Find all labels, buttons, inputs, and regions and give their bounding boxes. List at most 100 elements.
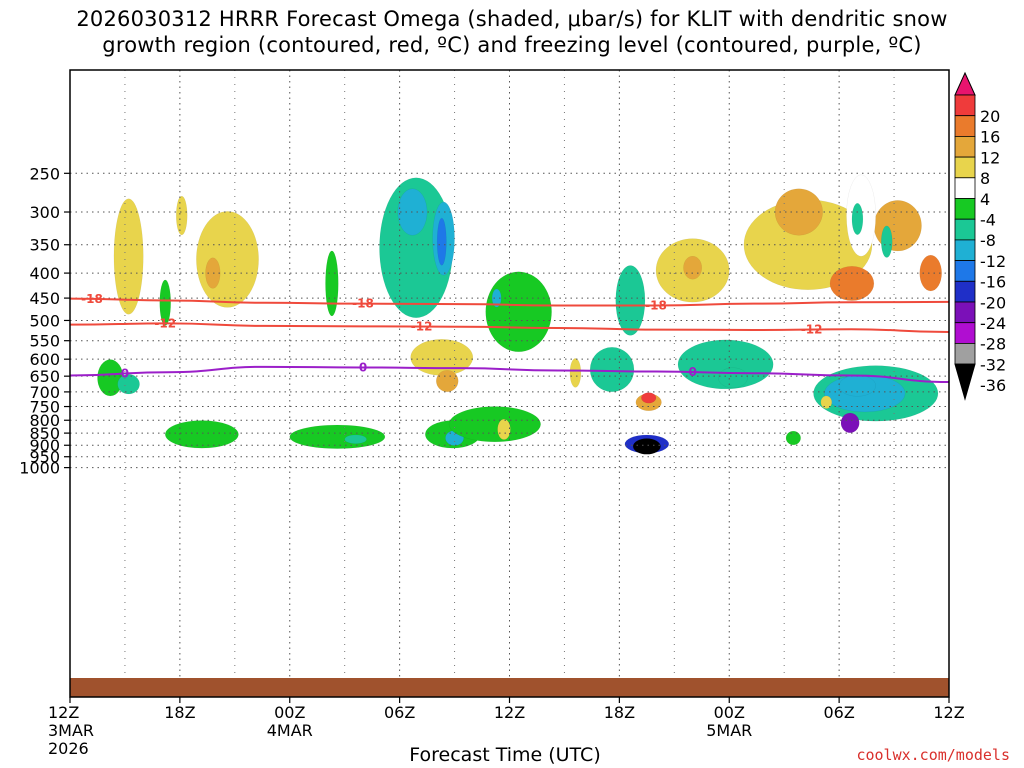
colorbar-swatch-8 xyxy=(954,239,976,261)
ground-strip xyxy=(70,678,949,697)
colorbar-label-4: 4 xyxy=(980,190,990,209)
site-credit[interactable]: coolwx.com/models xyxy=(856,746,1010,764)
colorbar-swatch-3 xyxy=(954,135,976,158)
ytick-label-650: 650 xyxy=(29,367,60,386)
omega-region-25 xyxy=(589,346,635,393)
colorbar-label-10: -24 xyxy=(980,314,1006,333)
ytick-label-250: 250 xyxy=(29,164,60,183)
ytick-label-600: 600 xyxy=(29,350,60,369)
ytick-label-300: 300 xyxy=(29,203,60,222)
colorbar-label-9: -20 xyxy=(980,293,1006,312)
omega-region-40 xyxy=(851,203,864,235)
omega-shading xyxy=(97,174,942,455)
xtick-label-42: 06Z xyxy=(823,703,854,722)
omega-region-16 xyxy=(436,369,459,393)
omega-region-1 xyxy=(175,195,188,236)
dgz-minus12-line xyxy=(70,322,949,334)
ytick-label-500: 500 xyxy=(29,311,60,330)
omega-region-4 xyxy=(159,279,171,326)
omega-region-35 xyxy=(774,188,823,236)
xtick-date-36: 5MAR xyxy=(706,721,752,740)
xtick-label-24: 12Z xyxy=(494,703,525,722)
ytick-label-550: 550 xyxy=(29,332,60,351)
omega-region-2 xyxy=(196,211,259,308)
xtick-label-30: 18Z xyxy=(604,703,635,722)
dgz-minus12-label-2: -12 xyxy=(801,323,823,337)
chart-title: 2026030312 HRRR Forecast Omega (shaded, … xyxy=(0,6,1024,58)
omega-region-27 xyxy=(641,392,657,404)
freezing-level-label-2: 0 xyxy=(688,365,696,379)
colorbar-swatch-4 xyxy=(954,156,976,179)
colorbar-swatch-7 xyxy=(954,218,976,241)
omega-region-44 xyxy=(838,374,876,397)
ground-layer xyxy=(70,678,949,697)
ytick-label-850: 850 xyxy=(29,424,60,443)
omega-region-45 xyxy=(840,412,860,433)
xtick-label-48: 12Z xyxy=(933,703,964,722)
omega-region-22 xyxy=(497,418,511,440)
colorbar-bottom-arrow xyxy=(954,363,976,401)
colorbar-label-11: -28 xyxy=(980,335,1006,354)
colorbar-label-13: -36 xyxy=(980,376,1006,395)
omega-region-38 xyxy=(919,254,942,292)
xtick-label-0: 12Z xyxy=(48,703,79,722)
colorbar-label-7: -12 xyxy=(980,252,1006,271)
dgz-minus12-label-1: -12 xyxy=(411,320,433,334)
freezing-level-line xyxy=(70,365,949,383)
colorbar-label-0: 20 xyxy=(980,107,1000,126)
xtick-year-0: 2026 xyxy=(48,739,89,758)
xtick-date-0: 3MAR xyxy=(48,721,94,740)
y-axis-ticks: 2503003504004505005506006507007508008509… xyxy=(19,164,70,478)
omega-region-29 xyxy=(632,438,661,455)
ytick-label-400: 400 xyxy=(29,264,60,283)
gridlines xyxy=(70,70,949,678)
omega-region-23 xyxy=(569,358,582,388)
colorbar-swatch-6 xyxy=(954,198,976,220)
colorbar-swatch-9 xyxy=(954,260,976,282)
omega-region-24 xyxy=(615,265,646,336)
omega-region-46 xyxy=(820,395,833,409)
omega-region-37 xyxy=(829,266,875,301)
x-axis-label: Forecast Time (UTC) xyxy=(409,744,601,766)
ytick-label-750: 750 xyxy=(29,398,60,417)
ytick-label-900: 900 xyxy=(29,436,60,455)
omega-region-3 xyxy=(205,257,221,289)
colorbar-label-5: -4 xyxy=(980,211,996,230)
omega-region-19 xyxy=(448,406,541,443)
dgz-minus18-label-2: -18 xyxy=(645,299,667,313)
omega-region-33 xyxy=(718,367,748,389)
ytick-label-950: 950 xyxy=(29,448,60,467)
colorbar-swatch-10 xyxy=(954,280,976,303)
xtick-label-36: 00Z xyxy=(714,703,745,722)
colorbar-swatch-13 xyxy=(954,342,976,365)
ytick-label-450: 450 xyxy=(29,289,60,308)
dgz-minus12-label-0: -12 xyxy=(154,316,176,330)
omega-region-13 xyxy=(289,424,386,449)
omega-region-47 xyxy=(785,430,801,446)
colorbar-swatch-1 xyxy=(954,94,976,117)
temperature-contours: -18 -18 -18 -12 -12 -12 0 0 0 xyxy=(70,292,949,383)
omega-region-0 xyxy=(113,198,144,315)
colorbar-top-arrow xyxy=(954,71,976,96)
omega-region-20 xyxy=(485,271,552,353)
xtick-label-6: 18Z xyxy=(164,703,195,722)
colorbar-label-12: -32 xyxy=(980,355,1006,374)
omega-region-31 xyxy=(683,255,703,280)
colorbar-swatch-5 xyxy=(954,177,976,199)
colorbar-label-3: 8 xyxy=(980,169,990,188)
colorbar-swatch-11 xyxy=(954,301,976,324)
dgz-minus18-label-0: -18 xyxy=(81,292,103,306)
ytick-label-350: 350 xyxy=(29,236,60,255)
omega-region-14 xyxy=(344,434,367,444)
omega-region-41 xyxy=(880,225,893,258)
omega-region-8 xyxy=(325,250,339,317)
ytick-label-800: 800 xyxy=(29,411,60,430)
freezing-level-label-0: 0 xyxy=(121,367,129,381)
omega-region-15 xyxy=(410,339,474,376)
ytick-label-700: 700 xyxy=(29,383,60,402)
dgz-minus18-line xyxy=(70,297,949,307)
colorbar-swatch-2 xyxy=(954,115,976,137)
